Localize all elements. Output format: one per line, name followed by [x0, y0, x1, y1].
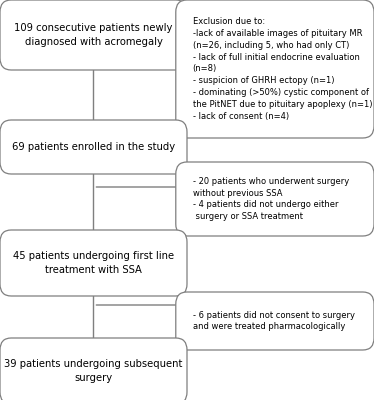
FancyBboxPatch shape	[176, 292, 374, 350]
Text: - 6 patients did not consent to surgery
and were treated pharmacologically: - 6 patients did not consent to surgery …	[193, 310, 355, 331]
Text: 39 patients undergoing subsequent
surgery: 39 patients undergoing subsequent surger…	[4, 359, 183, 382]
FancyBboxPatch shape	[176, 162, 374, 236]
Text: Exclusion due to:
-lack of available images of pituitary MR
(n=26, including 5, : Exclusion due to: -lack of available ima…	[193, 17, 372, 121]
FancyBboxPatch shape	[176, 0, 374, 138]
FancyBboxPatch shape	[0, 0, 187, 70]
Text: 45 patients undergoing first line
treatment with SSA: 45 patients undergoing first line treatm…	[13, 252, 174, 274]
FancyBboxPatch shape	[0, 230, 187, 296]
Text: - 20 patients who underwent surgery
without previous SSA
- 4 patients did not un: - 20 patients who underwent surgery with…	[193, 177, 349, 221]
FancyBboxPatch shape	[0, 338, 187, 400]
FancyBboxPatch shape	[0, 120, 187, 174]
Text: 69 patients enrolled in the study: 69 patients enrolled in the study	[12, 142, 175, 152]
Text: 109 consecutive patients newly
diagnosed with acromegaly: 109 consecutive patients newly diagnosed…	[14, 23, 173, 47]
